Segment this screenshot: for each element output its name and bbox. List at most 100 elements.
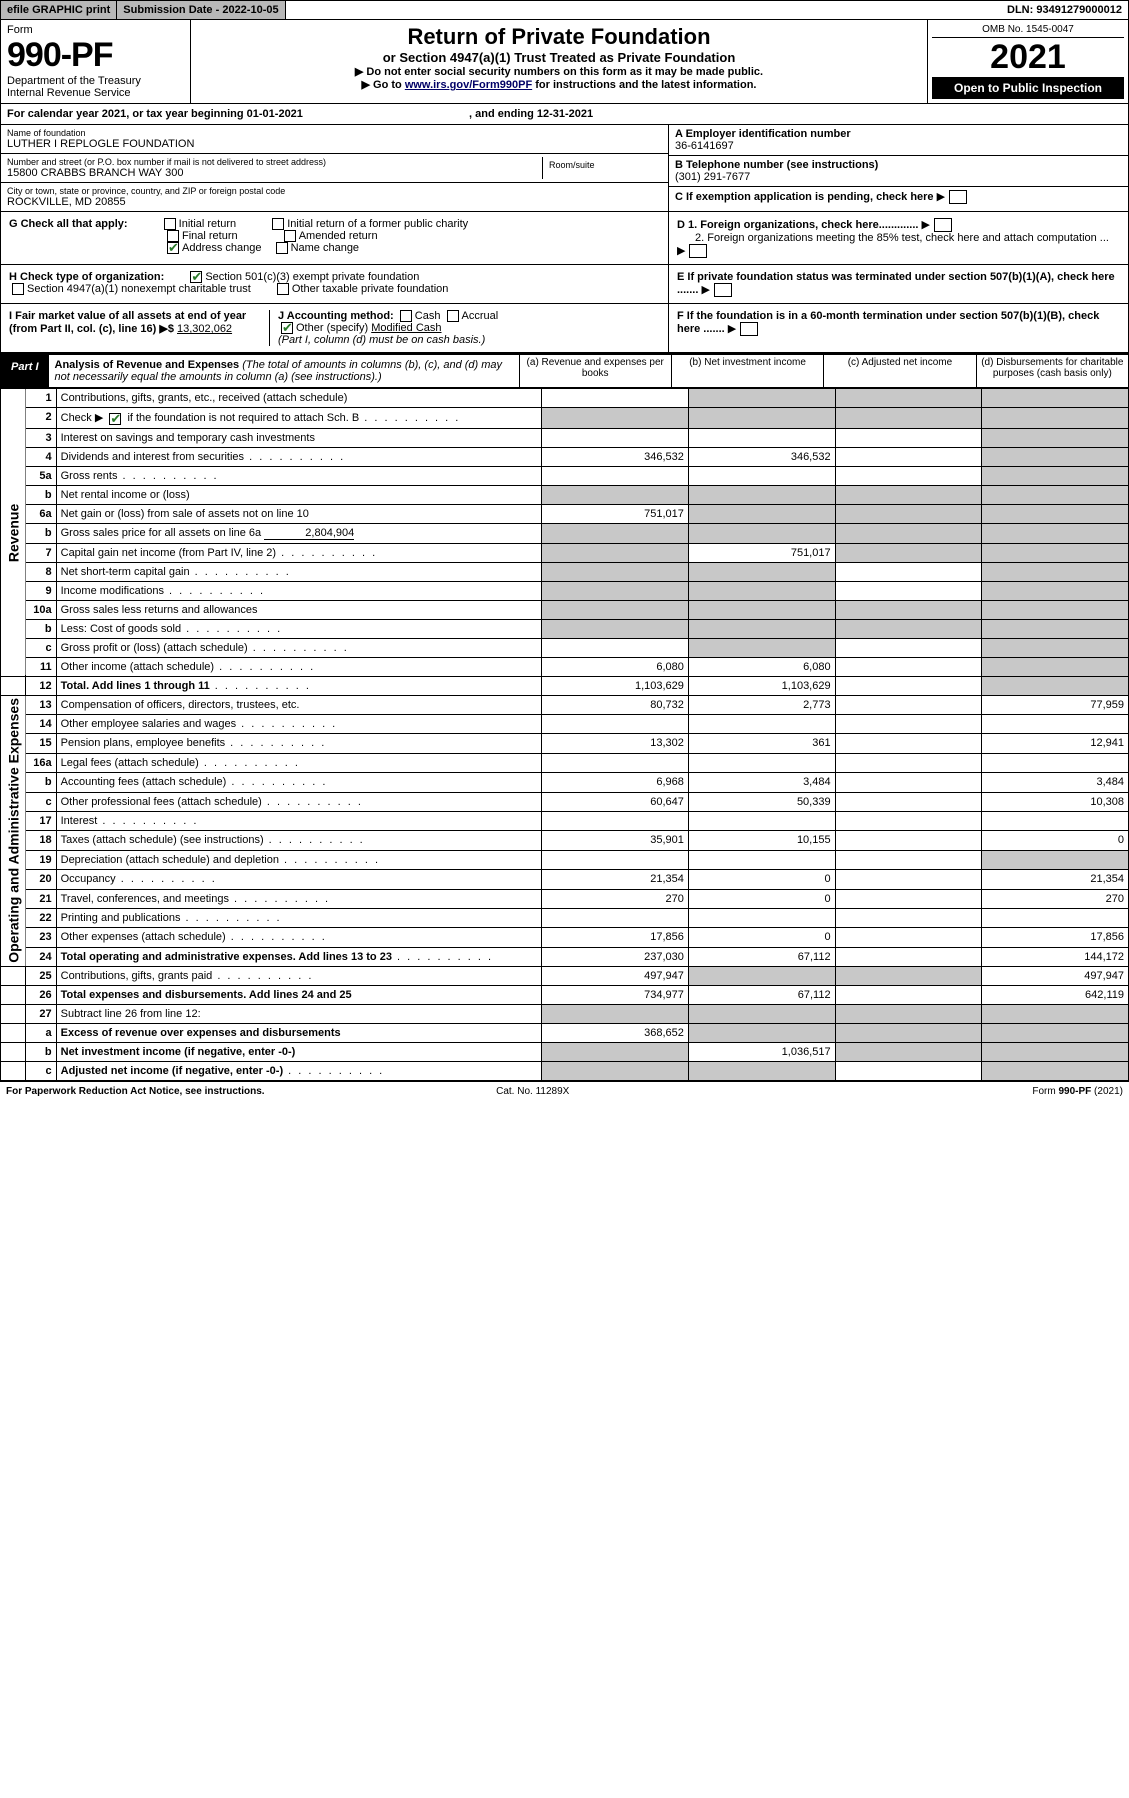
chk-address-change[interactable]: [167, 242, 179, 254]
ln: 9: [26, 581, 56, 600]
val-a: 80,732: [542, 695, 689, 714]
val-a: 17,856: [542, 928, 689, 947]
ln: 3: [26, 428, 56, 447]
ein: 36-6141697: [675, 140, 1122, 152]
chk-initial[interactable]: [164, 218, 176, 230]
val-b: 67,112: [688, 947, 835, 967]
chk-schb[interactable]: [109, 413, 121, 425]
chk-other-method[interactable]: [281, 322, 293, 334]
omb: OMB No. 1545-0047: [932, 22, 1124, 38]
desc: Contributions, gifts, grants, etc., rece…: [56, 389, 542, 408]
table-row: 5aGross rents: [1, 466, 1129, 485]
footer-left: For Paperwork Reduction Act Notice, see …: [6, 1086, 265, 1097]
calendar-year-row: For calendar year 2021, or tax year begi…: [0, 104, 1129, 125]
form-number: 990-PF: [7, 36, 184, 75]
j-label: J Accounting method:: [278, 310, 394, 322]
val-b: 10,155: [688, 831, 835, 850]
desc: Other professional fees (attach schedule…: [56, 792, 542, 811]
chk-other-tax[interactable]: [277, 283, 289, 295]
table-row: 26Total expenses and disbursements. Add …: [1, 986, 1129, 1005]
val-b: 346,532: [688, 447, 835, 466]
desc: Contributions, gifts, grants paid: [56, 967, 542, 986]
desc: Gross profit or (loss) (attach schedule): [56, 638, 542, 657]
part1-header: Part I Analysis of Revenue and Expenses …: [0, 353, 1129, 388]
lbl-final: Final return: [182, 230, 238, 242]
calyear-ending: , and ending 12-31-2021: [469, 108, 593, 120]
table-row: 3Interest on savings and temporary cash …: [1, 428, 1129, 447]
ein-label: A Employer identification number: [675, 128, 1122, 140]
part1-table: Revenue 1Contributions, gifts, grants, e…: [0, 388, 1129, 1081]
ln: b: [26, 619, 56, 638]
val-b: 1,103,629: [688, 676, 835, 695]
ln: 12: [26, 676, 56, 695]
ln: 27: [26, 1005, 56, 1024]
desc: Interest on savings and temporary cash i…: [56, 428, 542, 447]
ln: b: [26, 773, 56, 792]
form-header: Form 990-PF Department of the Treasury I…: [0, 20, 1129, 104]
submission-date: Submission Date - 2022-10-05: [117, 1, 285, 19]
chk-amended[interactable]: [284, 230, 296, 242]
h-label: H Check type of organization:: [9, 271, 164, 283]
desc: Other expenses (attach schedule): [56, 928, 542, 947]
efile-label[interactable]: efile GRAPHIC print: [1, 1, 117, 19]
val-d: 12,941: [982, 734, 1129, 753]
table-row: 11Other income (attach schedule) 6,0806,…: [1, 657, 1129, 676]
val-b: 67,112: [688, 986, 835, 1005]
table-row: aExcess of revenue over expenses and dis…: [1, 1024, 1129, 1043]
val-b: 6,080: [688, 657, 835, 676]
table-row: 15Pension plans, employee benefits 13,30…: [1, 734, 1129, 753]
footer-right: Form 990-PF (2021): [1032, 1086, 1123, 1097]
chk-name-change[interactable]: [276, 242, 288, 254]
val-a: 35,901: [542, 831, 689, 850]
val-a: 21,354: [542, 870, 689, 889]
val-d: 21,354: [982, 870, 1129, 889]
val-b: 50,339: [688, 792, 835, 811]
val-a: 368,652: [542, 1024, 689, 1043]
d2-checkbox[interactable]: [689, 244, 707, 258]
lbl-other-tax: Other taxable private foundation: [292, 283, 449, 295]
val-a: 13,302: [542, 734, 689, 753]
val-d: 10,308: [982, 792, 1129, 811]
table-row: 16aLegal fees (attach schedule): [1, 753, 1129, 772]
ln: c: [26, 638, 56, 657]
val-d: 497,947: [982, 967, 1129, 986]
val-d: 77,959: [982, 695, 1129, 714]
val-a: 734,977: [542, 986, 689, 1005]
table-row: cGross profit or (loss) (attach schedule…: [1, 638, 1129, 657]
table-row: 23Other expenses (attach schedule) 17,85…: [1, 928, 1129, 947]
val-b: 0: [688, 928, 835, 947]
desc: Capital gain net income (from Part IV, l…: [56, 543, 542, 562]
desc: Gross rents: [56, 466, 542, 485]
c-checkbox[interactable]: [949, 190, 967, 204]
desc: Subtract line 26 from line 12:: [56, 1005, 542, 1024]
val-a: 270: [542, 889, 689, 908]
chk-initial-former[interactable]: [272, 218, 284, 230]
desc: Check ▶ if the foundation is not require…: [56, 408, 542, 428]
table-row: 10aGross sales less returns and allowanc…: [1, 600, 1129, 619]
ln: 19: [26, 850, 56, 869]
val-d: 3,484: [982, 773, 1129, 792]
chk-4947[interactable]: [12, 283, 24, 295]
chk-accrual[interactable]: [447, 310, 459, 322]
desc: Other employee salaries and wages: [56, 714, 542, 733]
table-row: bLess: Cost of goods sold: [1, 619, 1129, 638]
ln: c: [26, 792, 56, 811]
e-checkbox[interactable]: [714, 283, 732, 297]
e-label: E If private foundation status was termi…: [677, 271, 1115, 296]
val-a: 60,647: [542, 792, 689, 811]
lbl-address-change: Address change: [182, 242, 262, 254]
table-row: 4Dividends and interest from securities …: [1, 447, 1129, 466]
col-c: (c) Adjusted net income: [823, 355, 975, 387]
f-checkbox[interactable]: [740, 322, 758, 336]
lbl-other-method: Other (specify): [296, 322, 368, 334]
header-mid: Return of Private Foundation or Section …: [191, 20, 928, 103]
chk-cash[interactable]: [400, 310, 412, 322]
d1-checkbox[interactable]: [934, 218, 952, 232]
val-b: 751,017: [688, 543, 835, 562]
ln: 17: [26, 812, 56, 831]
irs-link[interactable]: www.irs.gov/Form990PF: [405, 79, 532, 91]
desc: Net rental income or (loss): [56, 485, 542, 504]
j-other-val: Modified Cash: [371, 322, 441, 334]
chk-501c3[interactable]: [190, 271, 202, 283]
desc: Compensation of officers, directors, tru…: [56, 695, 542, 714]
